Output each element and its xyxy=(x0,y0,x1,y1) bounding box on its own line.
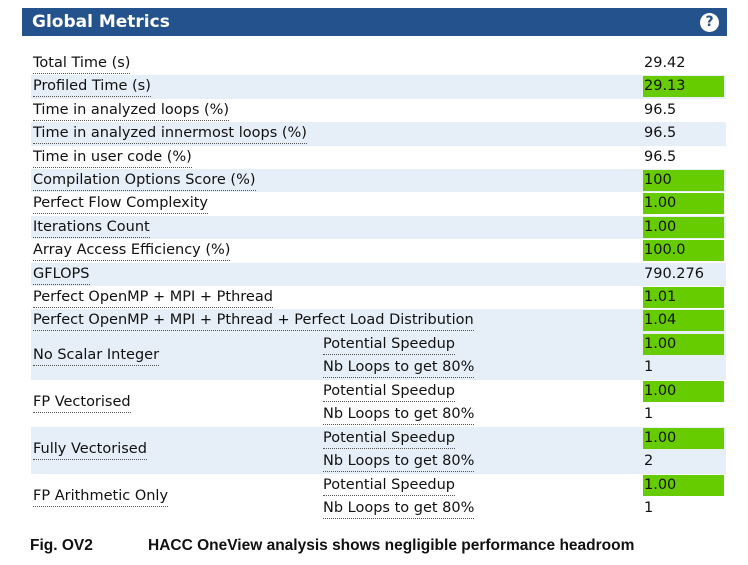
metric-value: 29.42 xyxy=(644,55,686,71)
metric-row: Time in analyzed loops (%) 96.5 xyxy=(31,99,726,122)
potential-speedup-label: Potential Speedup xyxy=(323,382,455,402)
potential-speedup-value: 1.00 xyxy=(643,474,724,496)
group-label: FP Vectorised xyxy=(33,393,131,413)
potential-speedup-row: Potential Speedup 1.00 xyxy=(323,333,724,357)
group-label: Fully Vectorised xyxy=(33,440,147,460)
metric-row: Time in user code (%) 96.5 xyxy=(31,146,726,169)
metric-value: 100.0 xyxy=(643,240,724,262)
nb-loops-label: Nb Loops to get 80% xyxy=(323,499,475,520)
nb-loops-value: 2 xyxy=(644,453,654,470)
nb-loops-value: 1 xyxy=(644,406,654,423)
potential-speedup-value: 1.00 xyxy=(643,380,724,402)
metric-value: 96.5 xyxy=(644,125,677,142)
metric-value: 96.5 xyxy=(644,148,677,165)
potential-speedup-group: FP Arithmetic Only Potential Speedup 1.00 N… xyxy=(31,474,726,521)
metric-row: GFLOPS 790.276 xyxy=(31,262,726,286)
metric-label: Time in analyzed loops (%) xyxy=(33,101,230,121)
help-circle-icon[interactable]: ? xyxy=(700,12,719,32)
potential-speedup-row: Potential Speedup 1.00 xyxy=(323,380,724,404)
nb-loops-row: Nb Loops to get 80% 1 xyxy=(323,403,723,427)
figure-caption: Fig. OV2 HACC OneView analysis shows negl… xyxy=(30,537,634,555)
potential-speedup-group: FP Vectorised Potential Speedup 1.00 Nb Loo… xyxy=(31,380,726,427)
potential-speedup-label: Potential Speedup xyxy=(323,429,455,449)
metric-row: Perfect OpenMP + MPI + Pthread + Perfect… xyxy=(31,309,726,333)
metric-label: Time in analyzed innermost loops (%) xyxy=(33,124,307,145)
metric-value: 29.13 xyxy=(643,76,724,98)
nb-loops-row: Nb Loops to get 80% 1 xyxy=(323,497,723,521)
metric-label: Compilation Options Score (%) xyxy=(33,171,256,191)
metrics-table: Total Time (s) 29.42 Profiled Time (s) 29.1… xyxy=(31,52,726,521)
figure-number: Fig. OV2 xyxy=(30,537,93,554)
metric-row: Compilation Options Score (%) 100 xyxy=(31,168,726,193)
global-metrics-panel: Global Metrics ? Total Time (s) 29.42 Prof… xyxy=(22,8,727,520)
potential-speedup-value: 1.00 xyxy=(643,333,724,355)
metric-value: 96.5 xyxy=(644,101,677,118)
figure-caption-text: HACC OneView analysis shows negligible p… xyxy=(148,537,635,554)
metric-label: Iterations Count xyxy=(33,218,150,238)
metric-label: Time in user code (%) xyxy=(33,148,192,168)
nb-loops-label: Nb Loops to get 80% xyxy=(323,358,475,379)
metric-value: 790.276 xyxy=(644,265,704,282)
potential-speedup-label: Potential Speedup xyxy=(323,335,455,355)
potential-speedup-group: Fully Vectorised Potential Speedup 1.00 Nb … xyxy=(31,426,726,474)
metric-row: Time in analyzed innermost loops (%) 96.5 xyxy=(31,122,726,146)
metric-row: Perfect OpenMP + MPI + Pthread 1.01 xyxy=(31,286,726,309)
metric-label: Perfect Flow Complexity xyxy=(33,194,209,215)
potential-speedup-row: Potential Speedup 1.00 xyxy=(323,427,724,451)
potential-speedup-value: 1.00 xyxy=(643,427,724,449)
metric-value: 1.01 xyxy=(643,286,724,308)
metric-row: Iterations Count 1.00 xyxy=(31,215,726,240)
potential-speedup-group: No Scalar Integer Potential Speedup 1.00 Nb… xyxy=(31,332,726,380)
metric-row: Perfect Flow Complexity 1.00 xyxy=(31,192,726,215)
group-label: No Scalar Integer xyxy=(33,346,160,366)
nb-loops-label: Nb Loops to get 80% xyxy=(323,452,475,473)
metric-label: Profiled Time (s) xyxy=(33,77,151,98)
nb-loops-label: Nb Loops to get 80% xyxy=(323,405,475,426)
metric-value: 100 xyxy=(643,169,724,191)
panel-header: Global Metrics ? xyxy=(22,8,727,36)
nb-loops-value: 1 xyxy=(644,359,654,376)
metric-row: Array Access Efficiency (%) 100.0 xyxy=(31,239,726,262)
metric-label: Total Time (s) xyxy=(33,54,131,74)
metric-label: Perfect OpenMP + MPI + Pthread + Perfect… xyxy=(33,311,474,332)
metric-label: Array Access Efficiency (%) xyxy=(33,241,231,262)
metric-row: Total Time (s) 29.42 xyxy=(31,52,726,75)
potential-speedup-row: Potential Speedup 1.00 xyxy=(323,474,724,498)
nb-loops-value: 1 xyxy=(644,500,654,517)
metric-row: Profiled Time (s) 29.13 xyxy=(31,75,726,99)
metric-label: Perfect OpenMP + MPI + Pthread xyxy=(33,288,273,308)
nb-loops-row: Nb Loops to get 80% 1 xyxy=(323,356,723,380)
metric-label: GFLOPS xyxy=(33,265,90,285)
metric-value: 1.00 xyxy=(643,216,724,238)
panel-title: Global Metrics xyxy=(32,12,170,32)
group-label: FP Arithmetic Only xyxy=(33,487,169,507)
nb-loops-row: Nb Loops to get 80% 2 xyxy=(323,450,723,474)
metric-value: 1.04 xyxy=(643,310,724,332)
potential-speedup-label: Potential Speedup xyxy=(323,476,455,496)
metric-value: 1.00 xyxy=(643,193,724,215)
